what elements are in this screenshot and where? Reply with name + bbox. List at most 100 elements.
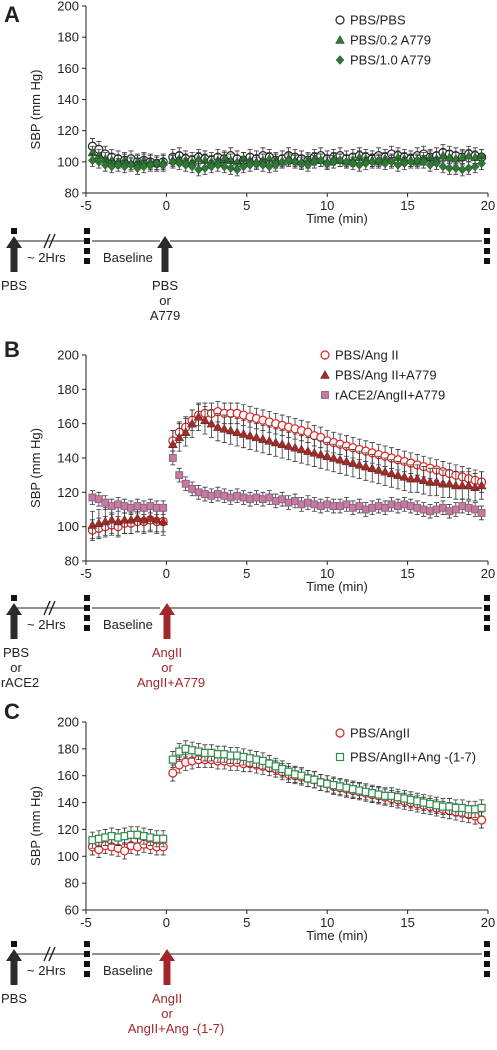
x-tick-label: 0 [163, 566, 170, 581]
data-point [438, 150, 448, 160]
data-point [335, 454, 345, 464]
legend-label: PBS/Ang II+A779 [335, 368, 437, 383]
data-point [290, 442, 300, 452]
data-point [284, 498, 293, 507]
legend-label: PBS/Ang II [335, 348, 399, 363]
data-point [258, 495, 267, 504]
data-point [126, 160, 136, 170]
data-point [323, 500, 332, 509]
legend-marker [321, 391, 329, 399]
data-point [232, 164, 242, 175]
data-point [386, 468, 397, 478]
x-tick-label: 10 [320, 566, 334, 581]
timeline-a-marker-start [11, 228, 17, 234]
data-point [303, 446, 313, 455]
x-axis-title: Time (min) [306, 579, 368, 594]
series-3 [88, 450, 486, 521]
x-axis-title: Time (min) [306, 211, 368, 226]
data-point [133, 502, 142, 510]
data-point [393, 470, 403, 479]
data-point [316, 502, 325, 510]
y-axis-title: SBP (mm Hg) [28, 70, 43, 150]
data-point [450, 480, 461, 490]
y-tick-label: 200 [57, 0, 79, 14]
legend-label: PBS/AngII+Ang -(1-7) [350, 750, 476, 765]
data-point [151, 514, 162, 524]
timeline-b-first-label-1: PBS [3, 645, 29, 660]
data-point [451, 163, 461, 173]
data-point [458, 164, 467, 175]
data-point [355, 502, 364, 510]
data-point [258, 160, 268, 170]
x-tick-label: -5 [80, 198, 92, 213]
data-point [158, 160, 168, 170]
data-point [264, 435, 275, 445]
x-tick-label: 15 [400, 915, 414, 930]
timeline-c-second-label-1: AngII [152, 991, 182, 1006]
data-point [232, 427, 242, 436]
data-point [374, 502, 383, 510]
y-tick-label: 160 [57, 416, 79, 431]
data-point [419, 157, 428, 167]
y-tick-label: 180 [57, 382, 79, 397]
data-point [476, 815, 487, 825]
data-point [387, 500, 396, 509]
data-point [373, 465, 384, 474]
data-point [438, 161, 448, 172]
data-point [336, 502, 344, 510]
timeline-a-first-label: PBS [1, 278, 27, 293]
data-point [348, 458, 358, 467]
timeline-a-break-icon [43, 233, 56, 249]
data-point [316, 155, 326, 166]
chart-c: 60 80 100 120 140 160 180 200 -5 0 5 10 15 20 Time (mi… [28, 715, 495, 944]
legend-marker [335, 35, 345, 44]
timeline-a-interval-label: ~ 2Hrs [27, 250, 66, 265]
y-tick-label: 120 [57, 822, 79, 837]
data-point [418, 475, 429, 485]
x-tick-label: 5 [243, 566, 250, 581]
panel-letter-a: A [4, 2, 20, 27]
x-tick-label: 20 [481, 915, 495, 930]
data-point [252, 493, 261, 502]
data-point [114, 500, 123, 509]
data-point [477, 509, 486, 517]
data-point [181, 479, 190, 488]
data-point [168, 454, 177, 462]
y-axis-title: SBP (mm Hg) [28, 428, 43, 508]
data-point [245, 430, 255, 440]
y-tick-label: 80 [65, 876, 79, 891]
data-point [367, 463, 378, 472]
timeline-b-baseline-label: Baseline [103, 617, 153, 632]
legend: PBS/AngII PBS/AngII+Ang -(1-7) [335, 726, 476, 765]
timeline-b-end-dashes [484, 595, 490, 631]
timeline-a: ~ 2Hrs Baseline PBS PBS or A779 [1, 228, 490, 323]
timeline-c-break-icon [43, 946, 56, 962]
data-point [226, 163, 235, 173]
timeline-c-baseline-dashes [84, 941, 90, 977]
data-point [471, 505, 480, 514]
legend-marker [335, 728, 345, 738]
data-point [258, 434, 268, 443]
chart-b: 80 100 120 140 160 180 200 -5 0 5 10 15 20 Time (min)… [28, 348, 495, 595]
legend: PBS/PBS PBS/0.2 A779 PBS/1.0 A779 [335, 13, 431, 68]
x-tick-label: 0 [163, 915, 170, 930]
x-tick-label: 0 [163, 198, 170, 213]
data-point [106, 514, 117, 524]
data-point [159, 503, 168, 512]
y-tick-label: 120 [57, 123, 79, 138]
y-tick-label: 200 [57, 715, 79, 730]
legend-marker [320, 350, 330, 360]
data-point [139, 503, 148, 512]
data-point [187, 161, 197, 172]
data-point [444, 152, 455, 161]
data-point [290, 157, 300, 167]
data-point [206, 418, 217, 428]
data-point [252, 158, 261, 169]
data-point [193, 411, 204, 421]
data-point [101, 498, 110, 507]
x-tick-label: 15 [400, 566, 414, 581]
data-point [457, 480, 468, 490]
data-point [297, 158, 306, 169]
data-point [113, 160, 123, 170]
series-3 [88, 153, 486, 177]
